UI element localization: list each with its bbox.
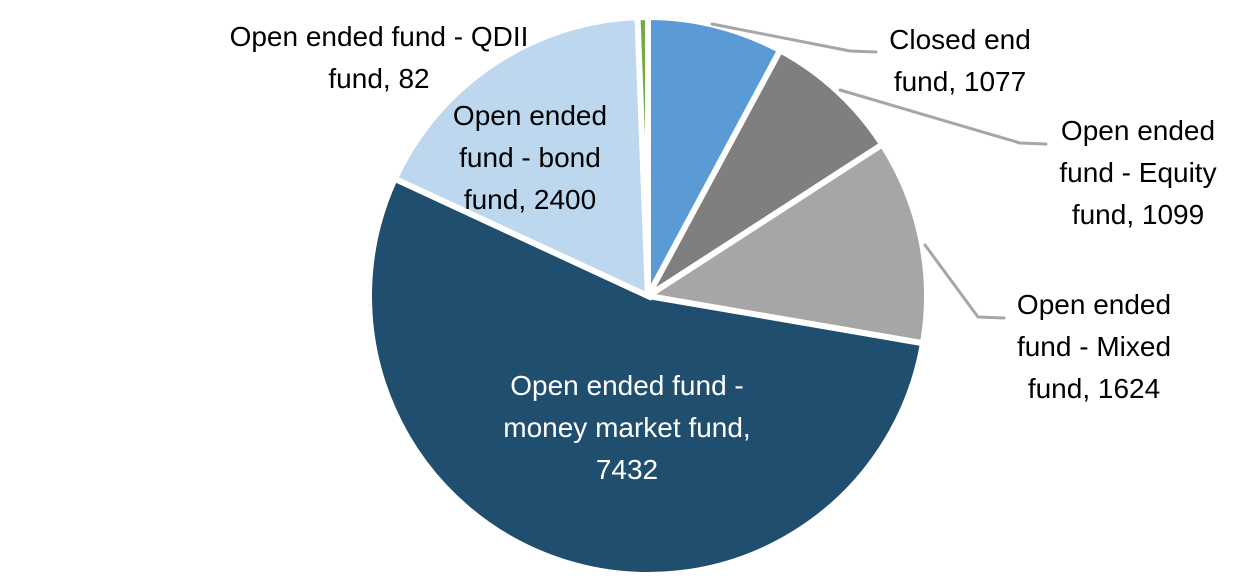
leader-line-equity-fund: [838, 88, 1048, 146]
leader-line-closed-end-fund: [710, 22, 878, 54]
slice-label-bond-fund: Open ended fund - bond fund, 2400: [452, 100, 608, 215]
pie-slice-open-ended-fund-qdii-fund[interactable]: [634, 13, 651, 297]
slice-label-qdii-fund: Open ended fund - QDII fund, 82: [229, 21, 529, 94]
pie-slice-open-ended-fund-equity-fund[interactable]: [645, 46, 887, 299]
pie-slice-open-ended-fund-bond-fund[interactable]: [390, 14, 652, 301]
pie-slice-open-ended-fund-money-market-fund[interactable]: [366, 174, 927, 578]
slice-label-mixed-fund: Open ended fund - Mixed fund, 1624: [1016, 289, 1172, 404]
slice-label-equity-fund: Open ended fund - Equity fund, 1099: [1059, 115, 1217, 230]
pie-slice-open-ended-fund-mixed-fund[interactable]: [639, 140, 930, 347]
slice-label-closed-end-fund: Closed end fund, 1077: [889, 24, 1031, 97]
slice-label-money-market-fund: Open ended fund - money market fund, 743…: [503, 370, 751, 485]
pie-slices: [366, 13, 930, 578]
leader-line-mixed-fund: [923, 243, 1006, 320]
